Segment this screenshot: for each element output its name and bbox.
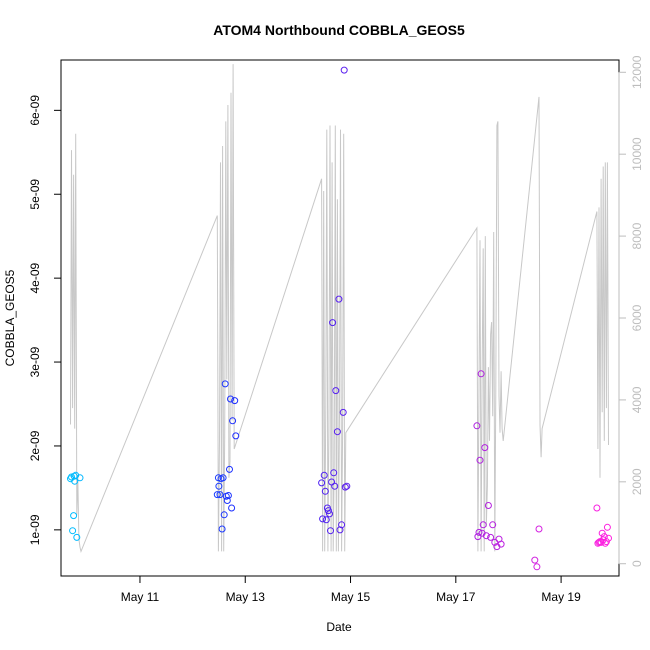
data-point [481, 444, 489, 452]
x-tick-label: May 11 [121, 590, 160, 604]
data-point [223, 497, 231, 504]
data-point [479, 521, 487, 529]
x-tick-label: May 13 [226, 590, 266, 604]
data-point [69, 527, 77, 535]
data-point [484, 502, 492, 509]
y-tick-label: 5e-09 [28, 179, 42, 210]
right-tick-label: 2000 [630, 468, 644, 495]
data-point [593, 504, 601, 512]
data-point [331, 482, 339, 490]
y-tick-label: 6e-09 [28, 95, 42, 126]
data-point [601, 539, 609, 547]
data-point [477, 370, 485, 378]
data-point [474, 533, 482, 541]
data-point [533, 563, 541, 571]
data-point [340, 66, 348, 74]
data-point [339, 408, 347, 416]
right-tick-label: 8000 [630, 222, 644, 249]
y-tick-label: 2e-09 [28, 430, 42, 461]
data-point [329, 319, 337, 327]
data-point [76, 474, 84, 482]
x-tick-label: May 19 [541, 590, 581, 604]
right-tick-label: 0 [630, 560, 644, 567]
data-point [229, 417, 237, 425]
x-axis: May 11 May 13 May 15 May 17 May 19 [121, 575, 581, 604]
data-point [476, 456, 484, 464]
data-point [330, 469, 338, 477]
right-tick-label: 4000 [630, 386, 644, 413]
data-point [341, 483, 349, 491]
data-point [324, 507, 332, 515]
y-axis: 1e-09 2e-09 3e-09 4e-09 5e-09 6e-09 [28, 95, 62, 545]
data-point [321, 487, 329, 495]
secondary-line-layer [70, 64, 609, 554]
data-point [231, 397, 239, 405]
y-tick-label: 3e-09 [28, 346, 42, 377]
data-point [487, 533, 495, 541]
data-point [482, 532, 490, 540]
data-point [322, 516, 330, 524]
data-point [491, 538, 499, 546]
scatter-points-layer [67, 66, 612, 571]
y-axis-label: COBBLA_GEOS5 [3, 269, 17, 366]
data-point [335, 295, 343, 303]
secondary-line-series [70, 64, 609, 554]
data-point [497, 540, 505, 548]
data-point [219, 474, 227, 482]
data-point [213, 491, 221, 499]
data-point [221, 380, 229, 388]
y-tick-label: 4e-09 [28, 262, 42, 293]
data-point [326, 510, 333, 518]
right-tick-label: 6000 [630, 304, 644, 331]
data-point [343, 482, 351, 490]
data-point [327, 527, 334, 535]
chart-title: ATOM4 Northbound COBBLA_GEOS5 [213, 22, 465, 38]
data-point [535, 525, 543, 533]
data-point [226, 465, 233, 473]
data-point [70, 512, 78, 520]
data-point [318, 479, 326, 487]
data-point [232, 432, 240, 440]
data-point [216, 491, 224, 499]
data-point [319, 515, 327, 523]
data-point [338, 521, 346, 529]
data-point [215, 482, 223, 490]
data-point [220, 511, 228, 519]
data-point [224, 492, 232, 499]
right-y-axis: 0 2000 4000 6000 8000 10000 12000 [618, 55, 644, 567]
right-tick-label: 12000 [630, 55, 644, 89]
x-tick-label: May 17 [436, 590, 476, 604]
data-point [320, 471, 328, 479]
data-point [333, 428, 341, 436]
data-point [332, 387, 340, 395]
data-point [73, 533, 81, 541]
right-tick-label: 10000 [630, 137, 644, 171]
data-point [531, 556, 539, 564]
data-point [598, 529, 606, 537]
data-point [603, 523, 611, 531]
data-point [594, 539, 602, 547]
data-point [475, 528, 483, 536]
data-point [605, 534, 612, 542]
data-point [473, 422, 481, 430]
data-point [227, 395, 234, 403]
x-tick-label: May 15 [331, 590, 371, 604]
y-tick-label: 1e-09 [28, 514, 42, 545]
data-point [489, 521, 497, 529]
x-axis-label: Date [326, 620, 352, 634]
data-point [228, 504, 236, 512]
data-point [218, 525, 226, 533]
data-point [602, 538, 610, 546]
